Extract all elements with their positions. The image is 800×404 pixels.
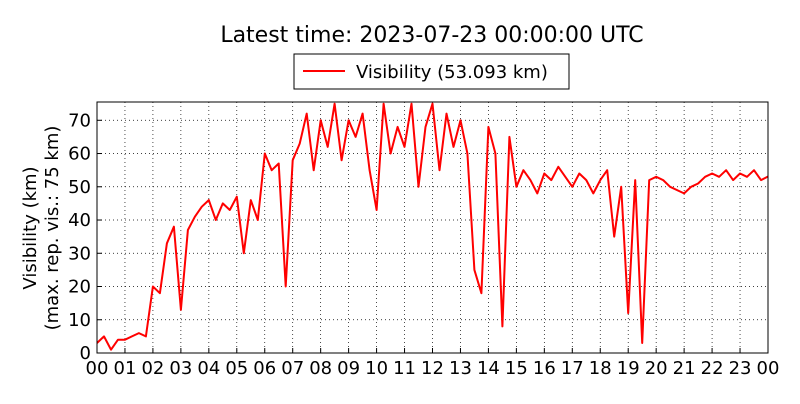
x-tick-label: 13 <box>449 358 472 379</box>
x-tick-label: 01 <box>114 358 137 379</box>
y-tick-label: 60 <box>68 144 91 165</box>
x-tick-label: 12 <box>421 358 444 379</box>
x-tick-label: 14 <box>477 358 500 379</box>
x-tick-label: 18 <box>589 358 612 379</box>
y-tick-label: 0 <box>80 343 91 364</box>
x-tick-label: 15 <box>505 358 528 379</box>
y-tick-label: 10 <box>68 310 91 331</box>
plot-frame <box>96 101 769 354</box>
y-tick-label: 30 <box>68 243 91 264</box>
x-tick-label: 00 <box>757 358 780 379</box>
x-tick-label: 04 <box>197 358 220 379</box>
y-axis-label: (max. rep. vis.: 75 km) <box>42 126 63 331</box>
x-tick-label: 19 <box>617 358 640 379</box>
x-tick-label: 02 <box>141 358 164 379</box>
x-tick-label: 08 <box>309 358 332 379</box>
y-tick-label: 40 <box>68 210 91 231</box>
x-tick-label: 16 <box>533 358 556 379</box>
x-tick-label: 05 <box>225 358 248 379</box>
x-tick-label: 06 <box>253 358 276 379</box>
x-tick-label: 03 <box>169 358 192 379</box>
y-tick-label: 50 <box>68 177 91 198</box>
x-tick-label: 21 <box>673 358 696 379</box>
x-tick-label: 22 <box>701 358 724 379</box>
data-line <box>97 102 768 351</box>
y-tick-label: 20 <box>68 277 91 298</box>
x-tick-label: 00 <box>86 358 109 379</box>
legend-label: Visibility (53.093 km) <box>356 62 548 83</box>
x-tick-label: 11 <box>393 358 416 379</box>
x-tick-label: 23 <box>729 358 752 379</box>
chart-title: Latest time: 2023-07-23 00:00:00 UTC <box>220 23 643 48</box>
x-tick-label: 17 <box>561 358 584 379</box>
x-tick-label: 20 <box>645 358 668 379</box>
x-tick-label: 09 <box>337 358 360 379</box>
x-tick-label: 07 <box>281 358 304 379</box>
y-axis-label: Visibility (km) <box>20 166 41 289</box>
y-tick-label: 70 <box>68 110 91 131</box>
x-tick-label: 10 <box>365 358 388 379</box>
